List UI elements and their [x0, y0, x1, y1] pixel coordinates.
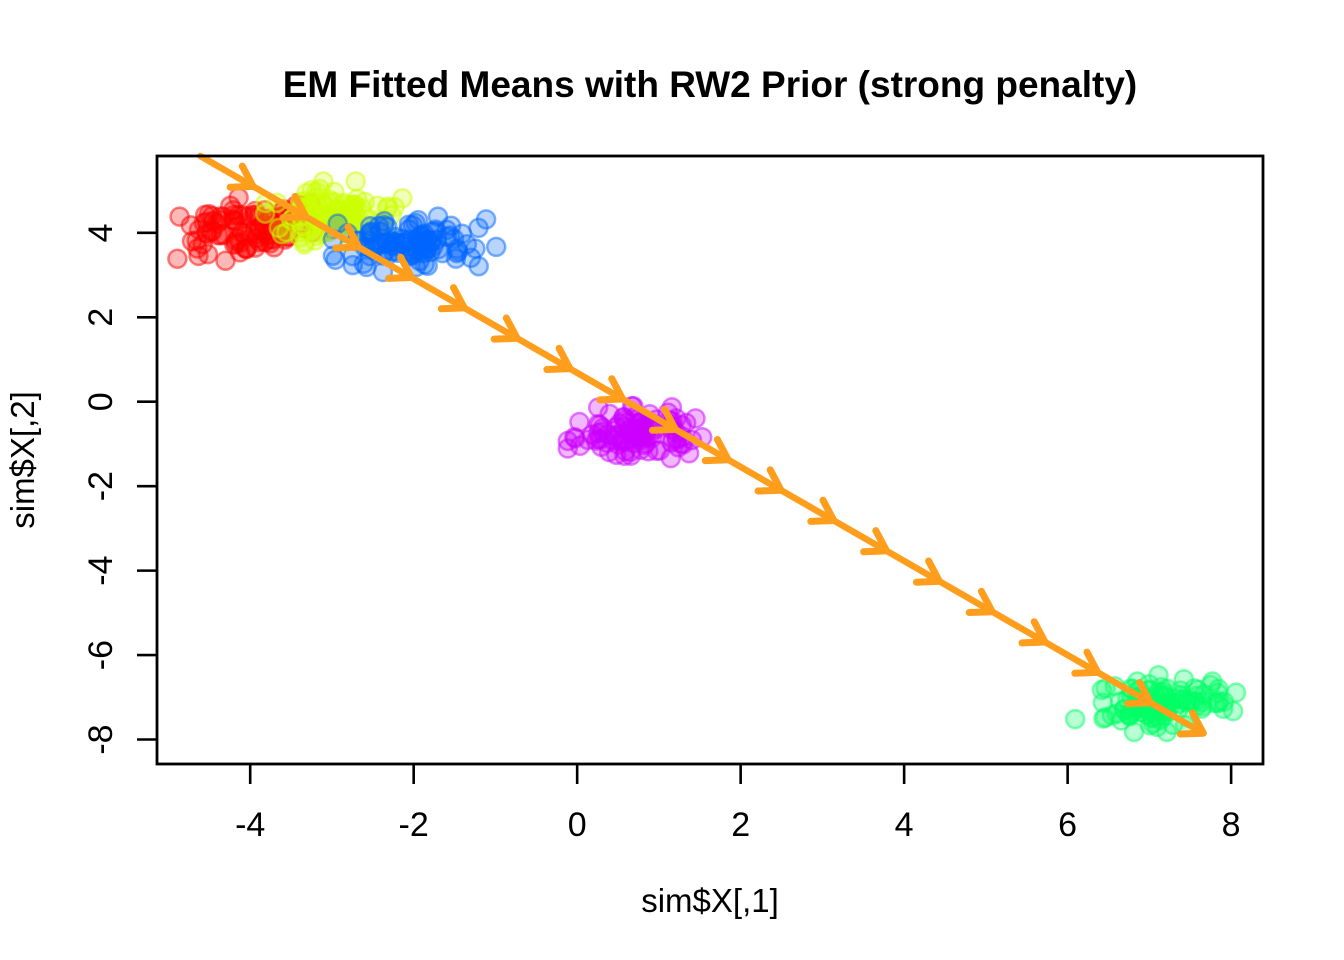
scatter-point: [667, 436, 689, 458]
scatter-point: [475, 209, 497, 230]
scatter-point: [188, 245, 209, 267]
scatter-point: [345, 171, 366, 192]
scatter-point: [167, 248, 188, 270]
axes-layer: -4 -2 0 2 4 6 8 4 2 0 -2 -4 -6 -8: [82, 223, 1241, 844]
mean-path-layer: [197, 152, 1207, 738]
arrowhead-icon: [226, 162, 257, 191]
scatter-point: [1141, 707, 1162, 729]
scatter-point: [678, 443, 700, 464]
y-tick-label: -2: [82, 471, 120, 501]
scatter-point: [1191, 691, 1212, 713]
x-tick-label: 2: [731, 806, 750, 844]
scatter-point: [1168, 693, 1189, 715]
x-tick-label: 8: [1222, 806, 1241, 844]
scatter-point: [1150, 685, 1171, 706]
arrowhead-icon: [912, 557, 943, 586]
cluster-blue: [322, 206, 507, 283]
scatter-point: [631, 427, 652, 448]
scatter-point: [485, 236, 507, 258]
scatter-point: [564, 426, 585, 448]
arrowhead-icon: [490, 314, 521, 343]
chart-title: EM Fitted Means with RW2 Prior (strong p…: [283, 64, 1138, 105]
scatter-point: [465, 238, 486, 259]
y-tick-label: 4: [82, 223, 120, 242]
scatter-points-layer: [167, 171, 1247, 743]
x-tick-label: -4: [235, 806, 265, 844]
x-tick-label: -2: [399, 806, 429, 844]
mean-path-line: [197, 152, 1207, 737]
plot-border: [155, 154, 1265, 766]
x-tick-label: 4: [895, 806, 914, 844]
scatter-point: [598, 441, 620, 463]
scatter-point: [372, 233, 394, 255]
arrowhead-icon: [543, 344, 574, 373]
scatter-point: [325, 249, 346, 271]
arrowhead-icon: [965, 587, 996, 616]
arrowhead-icon: [279, 192, 310, 222]
scatter-point: [605, 416, 627, 438]
scatter-point: [1156, 721, 1178, 743]
scatter-point: [223, 199, 244, 221]
scatter-point: [351, 198, 373, 219]
arrowhead-icon: [701, 436, 732, 465]
y-tick-label: 2: [82, 308, 120, 327]
arrowhead-icon: [1176, 709, 1207, 738]
arrowhead-icon: [1124, 679, 1154, 708]
arrowhead-icon: [860, 527, 891, 556]
scatter-point: [1064, 708, 1086, 730]
scatter-point: [254, 203, 276, 224]
x-tick-label: 0: [568, 806, 587, 844]
scatter-point: [646, 440, 667, 462]
scatter-point: [346, 188, 368, 210]
arrowhead-icon: [648, 405, 679, 434]
arrowhead-icon: [1071, 648, 1102, 677]
arrowhead-icon: [596, 375, 627, 404]
y-tick-label: -4: [82, 556, 120, 586]
scatter-point: [342, 254, 364, 276]
scatter-point: [557, 438, 579, 459]
scatter-point: [1093, 708, 1114, 729]
arrowhead-icon: [332, 223, 363, 252]
arrowhead-icon: [807, 496, 838, 525]
arrowhead-icon: [437, 284, 468, 313]
scatter-point: [585, 430, 607, 451]
y-tick-label: -8: [82, 724, 120, 754]
scatter-point: [1123, 721, 1145, 743]
scatter-point: [1200, 674, 1221, 696]
scatter-point: [197, 223, 218, 245]
scatter-point: [317, 191, 338, 213]
scatter-point: [620, 445, 642, 466]
scatter-point: [412, 231, 434, 253]
scatter-point: [244, 219, 266, 241]
arrowhead-icon: [754, 466, 785, 495]
x-axis-label: sim$X[,1]: [641, 882, 779, 919]
scatter-point: [227, 228, 249, 250]
y-tick-label: 0: [82, 392, 120, 411]
y-tick-label: -6: [82, 640, 120, 670]
y-axis-label: sim$X[,2]: [4, 391, 41, 529]
scatter-point: [446, 242, 468, 264]
scatter-point: [426, 221, 447, 242]
cluster-chartreuse: [254, 171, 413, 255]
arrowhead-icon: [1018, 618, 1049, 647]
scatter-point: [290, 227, 311, 248]
arrowhead-icon: [385, 253, 415, 282]
x-tick-label: 6: [1058, 806, 1077, 844]
scatter-point: [468, 255, 489, 277]
